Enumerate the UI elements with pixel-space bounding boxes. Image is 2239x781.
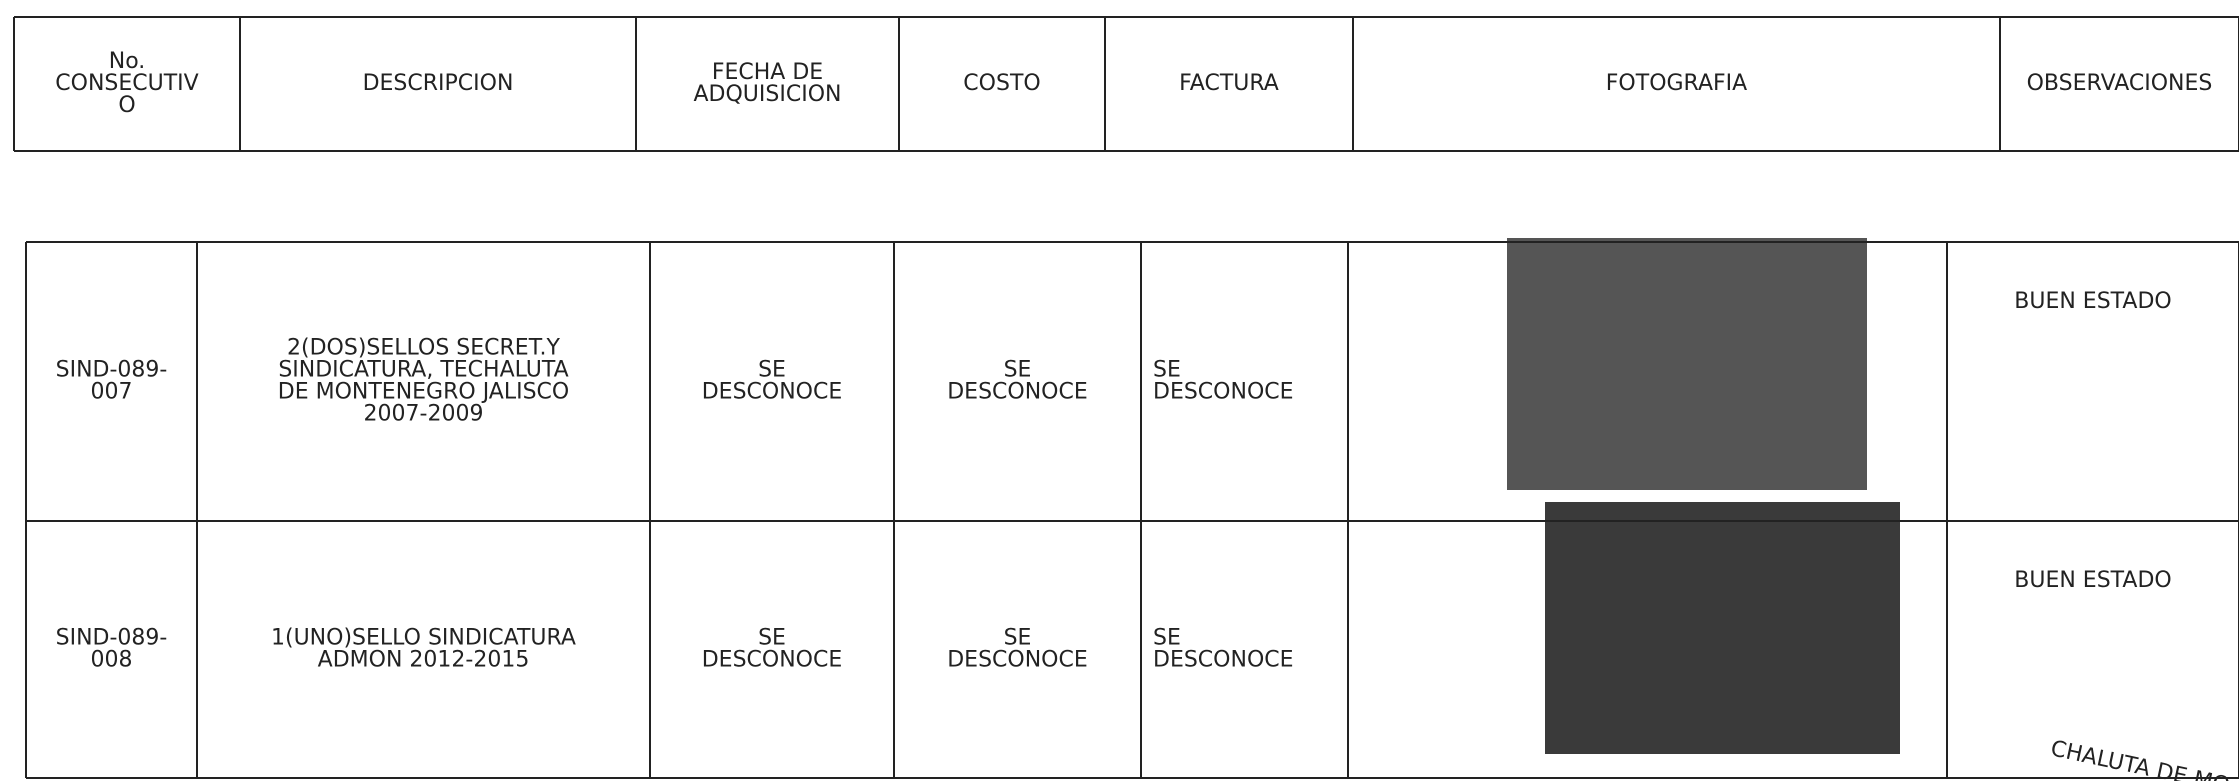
cell-text: BUEN ESTADO — [2014, 568, 2171, 593]
cell-text: 2(DOS)SELLOS SECRET.Y — [287, 336, 560, 361]
stamp-text: CHALUTA DE MO — [2048, 736, 2231, 781]
cell-text: DESCONOCE — [702, 648, 843, 673]
cell-text: SE — [1153, 358, 1181, 383]
cell-text: 008 — [91, 648, 133, 673]
cell-text: SE — [1004, 358, 1032, 383]
cell-text: SIND-089- — [56, 358, 168, 383]
cell-text: DESCONOCE — [702, 380, 843, 405]
cell-text: ADMON 2012-2015 — [318, 648, 530, 673]
cell-text: DESCRIPCION — [363, 71, 514, 96]
cell-text: FOTOGRAFIA — [1606, 71, 1747, 96]
cell-text: O — [118, 93, 135, 118]
cell-text: 2007-2009 — [364, 402, 484, 427]
cell-text: OBSERVACIONES — [2027, 71, 2213, 96]
cell-text: CONSECUTIV — [55, 71, 198, 96]
cell-text: SE — [1153, 626, 1181, 651]
cell-text: SE — [1004, 626, 1032, 651]
cell-text: DESCONOCE — [1153, 380, 1294, 405]
cell-text: DESCONOCE — [947, 380, 1088, 405]
cell-text: FECHA DE — [712, 60, 823, 85]
cell-text: COSTO — [963, 71, 1040, 96]
cell-text: 1(UNO)SELLO SINDICATURA — [271, 626, 576, 651]
cell-text: SIND-089- — [56, 626, 168, 651]
cell-text: SE — [758, 626, 786, 651]
cell-text: DESCONOCE — [947, 648, 1088, 673]
cell-text: DE MONTENEGRO JALISCO — [278, 380, 569, 405]
cell-text: SE — [758, 358, 786, 383]
photo-stamps — [1507, 238, 1867, 490]
cell-text: BUEN ESTADO — [2014, 289, 2171, 314]
cell-text: SINDICATURA, TECHALUTA — [278, 358, 568, 383]
cell-text: FACTURA — [1179, 71, 1279, 96]
cell-text: 007 — [91, 380, 133, 405]
cell-text: No. — [109, 49, 146, 74]
cell-text: ADQUISICION — [694, 82, 842, 107]
photo-stamp — [1545, 502, 1900, 754]
cell-text: DESCONOCE — [1153, 648, 1294, 673]
